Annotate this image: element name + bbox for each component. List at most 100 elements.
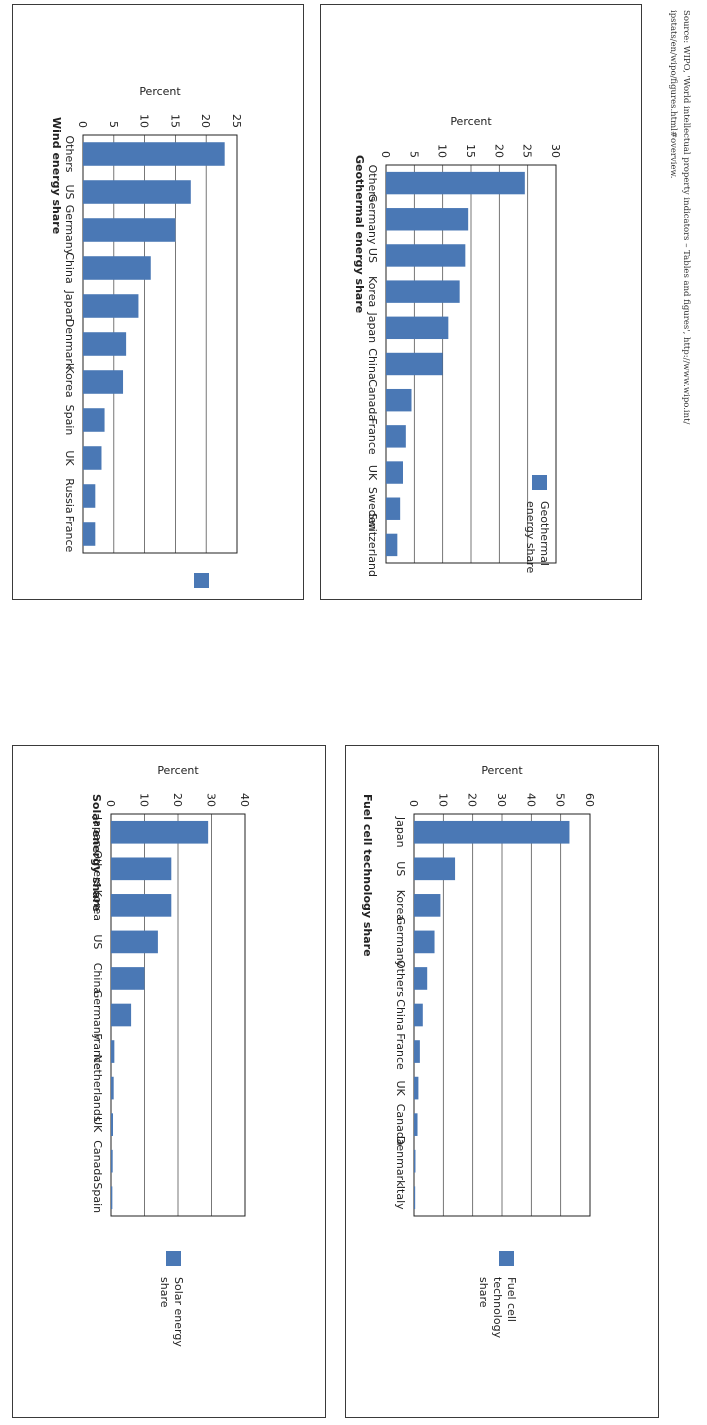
y-tick-label: 5 [407, 151, 420, 158]
chart-title: Wind energy share [50, 117, 63, 234]
x-category-label: China [63, 252, 76, 283]
x-category-label: Japan [366, 311, 379, 343]
legend-label: Fuel cell [505, 1277, 518, 1322]
chart-title: Geothermal energy share [353, 155, 366, 313]
x-category-label: Netherlands [91, 1055, 104, 1122]
x-category-label: US [366, 248, 379, 263]
x-category-label: Denmark [63, 319, 76, 370]
bar-canada [414, 1113, 418, 1136]
bar-korea [82, 370, 124, 394]
x-category-label: Canada [366, 379, 379, 421]
y-tick-label: 30 [549, 144, 562, 158]
y-tick-label: 10 [436, 144, 449, 158]
y-tick-label: 25 [521, 144, 534, 158]
legend-swatch [166, 1251, 181, 1266]
y-axis-label: Percent [481, 764, 523, 777]
x-category-label: Italy [394, 1186, 407, 1210]
source-line-2: ipstats/en/wipo/figures.html#overview. [668, 10, 678, 179]
bar-japan [385, 316, 449, 340]
bar-japan [414, 820, 570, 844]
x-category-label: Russia [63, 478, 76, 513]
y-tick-label: 10 [138, 793, 151, 807]
bar-spain [110, 1186, 113, 1210]
bar-others [83, 142, 225, 166]
bar-spain [82, 408, 105, 432]
chart-title: Solar energy share [90, 794, 103, 912]
bar-uk [110, 1113, 114, 1136]
y-axis-label: Percent [450, 115, 492, 128]
bar-netherlands [110, 1076, 114, 1100]
x-category-label: Spain [91, 1182, 104, 1213]
bar-others [386, 171, 525, 195]
bar-japan [83, 294, 139, 318]
bar-us [414, 857, 456, 881]
wind-chart-canvas: 0 5 10 15 20 25 Others US Germany China Japan Denma… [13, 5, 303, 599]
bar-germany [111, 1003, 132, 1027]
legend-label: share [477, 1277, 490, 1308]
bar-germany [83, 218, 176, 242]
bar-us [110, 930, 158, 954]
x-category-label: Others [394, 960, 407, 997]
x-category-label: Korea [63, 366, 76, 397]
legend-label: technology [491, 1277, 504, 1339]
y-tick-label: 30 [495, 793, 508, 807]
bar-france [385, 425, 406, 448]
bar-uk [82, 446, 102, 470]
x-category-label: China [91, 963, 104, 994]
chart-title: Fuel cell technology share [361, 794, 374, 957]
y-tick-label: 20 [466, 793, 479, 807]
x-category-label: Sweden [366, 487, 379, 530]
y-tick-label: 20 [492, 144, 505, 158]
bar-canada [386, 388, 412, 412]
y-tick-label: 20 [199, 114, 212, 128]
x-category-label: US [91, 934, 104, 949]
bar-russia [83, 484, 96, 508]
y-tick-label: 40 [524, 793, 537, 807]
x-category-label: Switzerland [366, 513, 379, 577]
x-category-label: Germany [366, 194, 379, 245]
legend-swatch [499, 1251, 514, 1266]
bar-denmark [413, 1149, 416, 1173]
legend-label: energy share [524, 501, 537, 574]
y-axis-label: Percent [157, 764, 199, 777]
x-category-label: US [394, 861, 407, 876]
bar-korea [111, 894, 172, 917]
x-category-label: Others [366, 165, 379, 202]
x-category-label: France [394, 1033, 407, 1070]
solar-chart-canvas: 0 10 20 30 40 Japan Others Korea US China Germany F… [13, 746, 325, 1417]
x-category-label: UK [63, 450, 76, 466]
y-tick-label: 0 [104, 800, 117, 807]
x-category-label: China [394, 999, 407, 1030]
y-tick-label: 10 [138, 114, 151, 128]
bar-germany [386, 208, 469, 231]
x-category-label: Canada [91, 1140, 104, 1182]
bar-us [83, 180, 191, 204]
legend-swatch [532, 475, 547, 490]
y-tick-label: 0 [407, 800, 420, 807]
source-note: Source: WIPO, 'World intellectual proper… [660, 10, 692, 620]
bar-canada [111, 1149, 113, 1173]
bar-france [111, 1040, 115, 1063]
x-category-label: Denmark [394, 1136, 407, 1187]
bar-denmark [82, 332, 127, 356]
y-tick-label: 25 [230, 114, 243, 128]
bar-china [414, 1003, 423, 1027]
y-tick-label: 10 [436, 793, 449, 807]
y-tick-label: 50 [554, 793, 567, 807]
bar-korea [386, 280, 460, 303]
y-tick-label: 5 [107, 121, 120, 128]
bar-uk [413, 1076, 419, 1100]
x-category-label: Others [63, 136, 76, 173]
wind-chart-panel: 0 5 10 15 20 25 Others US Germany China Japan Denma… [12, 4, 304, 600]
legend-label: Solar energy [172, 1277, 185, 1347]
y-tick-label: 40 [238, 793, 251, 807]
x-category-label: UK [394, 1080, 407, 1096]
geothermal-chart-panel: 0 5 10 15 20 25 30 Others Germany US Korea Japan Chi… [320, 4, 642, 600]
x-category-label: Japan [394, 816, 407, 848]
x-category-label: Korea [91, 890, 104, 921]
x-category-label: Korea [394, 890, 407, 921]
x-category-label: Others [91, 850, 104, 887]
